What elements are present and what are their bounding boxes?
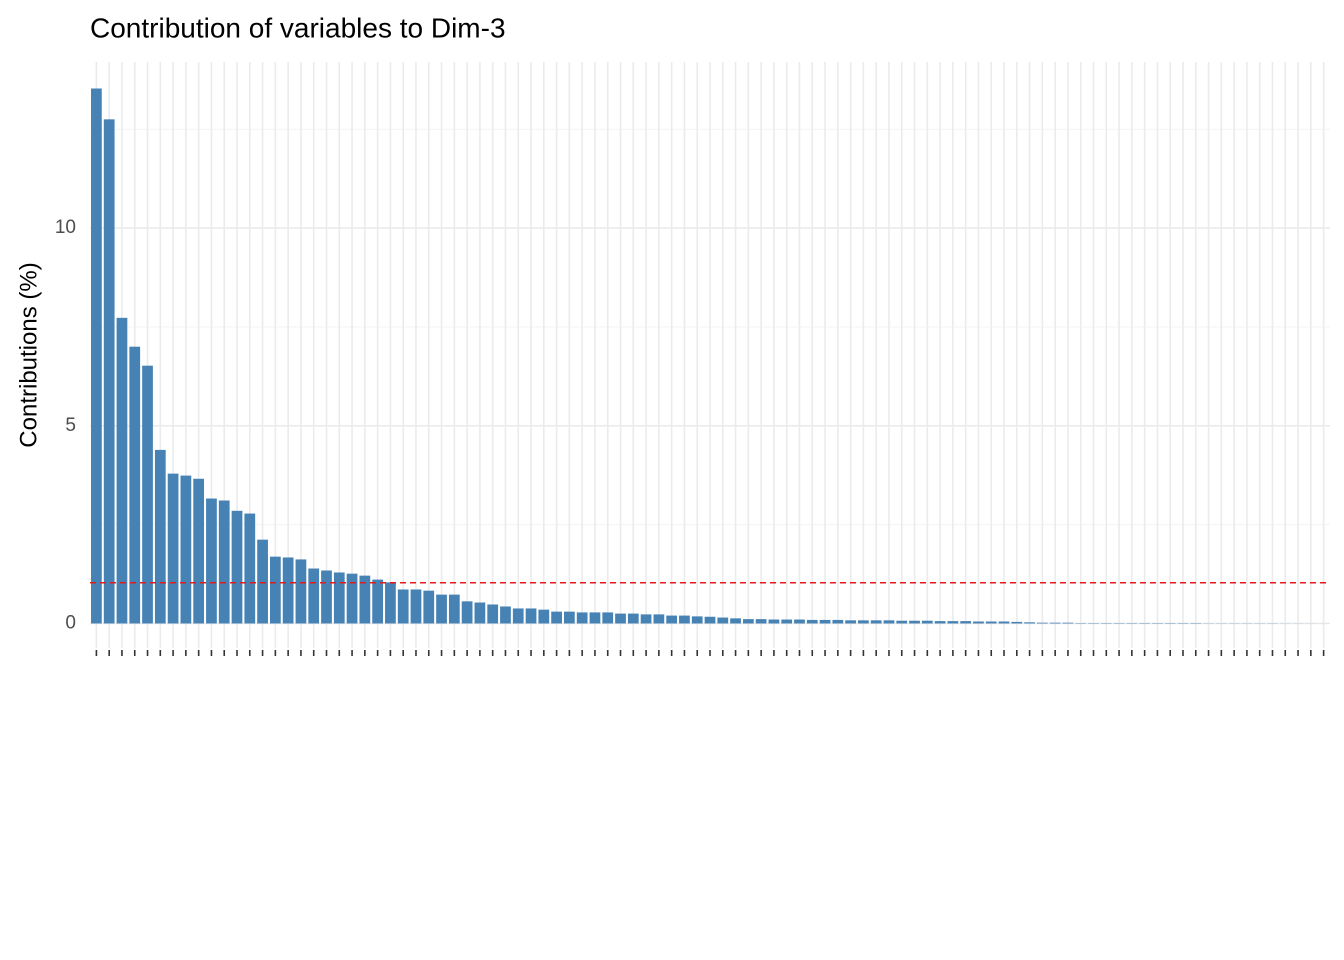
bar	[461, 601, 473, 624]
bar	[730, 618, 741, 624]
y-axis-label: Contributions (%)	[15, 262, 42, 447]
bar	[691, 616, 703, 624]
bar	[998, 621, 1010, 624]
bar	[806, 619, 818, 624]
bar	[551, 611, 562, 624]
bar	[781, 619, 793, 624]
bar	[794, 619, 805, 624]
bar	[167, 473, 179, 624]
y-tick-label: 0	[65, 613, 76, 634]
bar	[308, 568, 320, 624]
bar	[180, 475, 192, 624]
bar	[653, 614, 665, 624]
bar	[91, 88, 102, 624]
bar	[474, 602, 486, 624]
bar	[512, 608, 524, 624]
bar	[423, 590, 435, 624]
bar	[269, 556, 281, 624]
bar	[436, 594, 447, 624]
bar	[615, 613, 626, 624]
bar	[206, 498, 217, 624]
bar	[129, 346, 141, 624]
bar	[500, 606, 511, 624]
bar	[538, 609, 550, 624]
bar	[564, 611, 575, 624]
bar	[985, 621, 997, 624]
bar	[883, 620, 895, 624]
bar	[487, 604, 499, 624]
bar	[755, 619, 767, 624]
bar	[576, 612, 588, 624]
bar	[742, 619, 754, 624]
bar	[845, 620, 856, 624]
bar	[627, 613, 639, 624]
bar	[193, 478, 205, 624]
bar	[973, 621, 984, 624]
bar	[218, 500, 230, 624]
y-tick-label: 5	[65, 415, 76, 436]
bar	[666, 615, 678, 624]
bar	[385, 582, 396, 624]
bar	[346, 573, 358, 624]
bar	[359, 575, 371, 624]
bar	[768, 619, 780, 624]
bar	[1037, 622, 1048, 624]
bar	[333, 572, 345, 624]
bar	[717, 617, 729, 624]
bar	[640, 614, 652, 624]
bar	[103, 119, 115, 624]
bar	[116, 317, 128, 624]
bar	[921, 620, 933, 624]
bar	[870, 620, 882, 624]
bar	[858, 620, 869, 624]
bar	[231, 510, 243, 624]
bar	[947, 621, 959, 624]
bar	[142, 365, 153, 624]
bar	[321, 570, 332, 624]
bar	[410, 589, 422, 624]
bar	[372, 579, 383, 624]
bar	[1049, 622, 1061, 624]
bar	[934, 621, 946, 624]
bar	[832, 619, 844, 624]
bar	[1011, 621, 1023, 624]
chart-title: Contribution of variables to Dim-3	[90, 12, 506, 43]
bar	[679, 615, 690, 624]
bar	[448, 594, 460, 624]
bar	[589, 612, 601, 624]
bar	[602, 612, 614, 624]
bar	[154, 449, 166, 624]
bar	[295, 559, 307, 624]
bar	[960, 621, 972, 624]
bar	[704, 616, 716, 624]
bar	[525, 608, 537, 624]
y-tick-label: 10	[55, 217, 76, 238]
bar	[819, 619, 831, 624]
bar	[397, 589, 409, 624]
bar	[244, 513, 256, 624]
bar	[896, 620, 908, 624]
bar	[909, 620, 920, 624]
bar	[1024, 622, 1035, 624]
bar	[257, 539, 268, 624]
bar	[282, 557, 294, 624]
bar	[1062, 622, 1074, 624]
